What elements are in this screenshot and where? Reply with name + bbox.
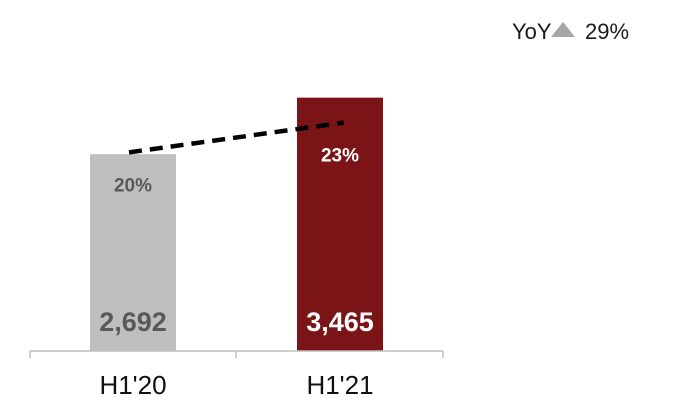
bar-value-label: 2,692	[99, 307, 167, 337]
bar-1	[90, 154, 176, 351]
percent-label: 23%	[321, 146, 359, 167]
percent-label: 20%	[114, 175, 152, 196]
bar-value-label: 3,465	[306, 307, 374, 337]
yoy-label: YoY	[512, 19, 552, 44]
bar-2	[297, 97, 383, 351]
category-label: H1'20	[99, 370, 166, 400]
category-label: H1'21	[306, 370, 373, 400]
trend-line	[128, 120, 345, 155]
yoy-value: 29%	[585, 19, 629, 44]
triangle-up-icon	[551, 22, 575, 37]
